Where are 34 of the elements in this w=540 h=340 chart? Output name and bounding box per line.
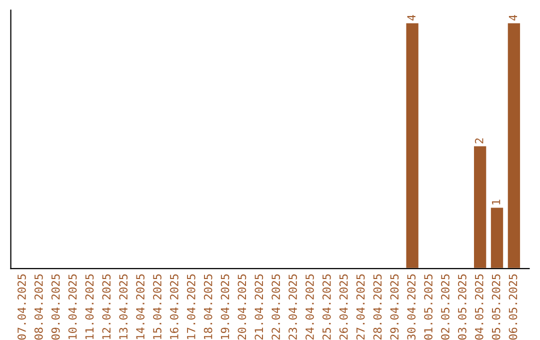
x-tick-label: 13.04.2025	[119, 274, 128, 340]
x-tick-label: 10.04.2025	[68, 274, 77, 340]
data-label: 4	[407, 14, 416, 21]
x-tick-label: 06.05.2025	[508, 274, 518, 340]
x-tick-label: 30.04.2025	[407, 274, 416, 340]
x-tick-label: 07.04.2025	[18, 274, 26, 340]
x-tick-label: 20.04.2025	[238, 274, 246, 340]
data-label: 2	[474, 138, 484, 144]
x-tick-label: 28.04.2025	[373, 274, 382, 340]
x-tick-label: 23.04.2025	[288, 274, 297, 340]
x-tick-label: 22.04.2025	[272, 274, 280, 340]
x-tick-label: 05.05.2025	[492, 274, 500, 340]
data-label: 4	[508, 14, 518, 21]
x-tick-label: 27.04.2025	[356, 274, 365, 340]
x-tick-label: 08.04.2025	[34, 274, 43, 340]
x-tick-label: 15.04.2025	[153, 274, 162, 340]
x-tick-label: 25.04.2025	[322, 274, 331, 340]
x-tick-label: 21.04.2025	[254, 274, 264, 340]
x-tick-label: 12.04.2025	[102, 274, 111, 340]
x-tick-label: 02.05.2025	[441, 274, 450, 340]
x-tick-label: 14.04.2025	[136, 274, 144, 340]
x-tick-label: 29.04.2025	[390, 274, 399, 340]
x-tick-label: 01.05.2025	[424, 274, 432, 340]
data-label: 1	[492, 200, 500, 204]
x-tick-label: 16.04.2025	[170, 274, 178, 340]
x-tick-label: 04.05.2025	[474, 274, 484, 340]
x-tick-label: 18.04.2025	[204, 274, 212, 340]
x-tick-label: 24.04.2025	[306, 274, 314, 340]
x-tick-label: 17.04.2025	[186, 274, 196, 340]
x-tick-label: 11.04.2025	[85, 274, 94, 340]
x-tick-label: 26.04.2025	[339, 274, 348, 340]
x-tick-label: 03.05.2025	[458, 274, 466, 340]
x-tick-label: 09.04.2025	[51, 274, 60, 340]
x-tick-label: 19.04.2025	[220, 274, 230, 340]
